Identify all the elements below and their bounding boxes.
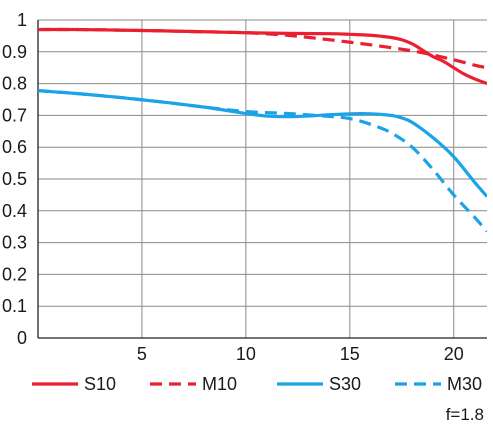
legend: S10 M10 S30 M30 bbox=[32, 374, 482, 394]
series-lines bbox=[38, 27, 487, 233]
x-tick-label: 10 bbox=[236, 344, 256, 364]
series-line-m10 bbox=[38, 27, 487, 70]
y-tick-label: 0 bbox=[17, 328, 27, 348]
grid-lines bbox=[38, 19, 487, 338]
y-tick-label: 0.5 bbox=[2, 169, 27, 189]
series-line-s10 bbox=[38, 27, 487, 86]
y-tick-label: 0.6 bbox=[2, 137, 27, 157]
series-line-m30 bbox=[38, 89, 487, 233]
y-tick-label: 0.7 bbox=[2, 105, 27, 125]
y-tick-label: 0.8 bbox=[2, 74, 27, 94]
x-tick-label: 20 bbox=[444, 344, 464, 364]
x-tick-label: 15 bbox=[340, 344, 360, 364]
aperture-annotation: f=1.8 bbox=[446, 405, 484, 424]
series-line-s30 bbox=[38, 89, 487, 198]
y-tick-label: 0.3 bbox=[2, 233, 27, 253]
x-tick-labels: 5 10 15 20 bbox=[137, 344, 464, 364]
chart-axes bbox=[37, 20, 487, 339]
legend-label-s30: S30 bbox=[329, 374, 361, 394]
legend-label-m30: M30 bbox=[447, 374, 482, 394]
legend-label-s10: S10 bbox=[84, 374, 116, 394]
y-tick-label: 0.4 bbox=[2, 201, 27, 221]
y-tick-label: 0.1 bbox=[2, 296, 27, 316]
y-tick-label: 0.9 bbox=[2, 42, 27, 62]
y-tick-labels: 0 0.1 0.2 0.3 0.4 0.5 0.6 0.7 0.8 0.9 1 bbox=[2, 10, 27, 348]
y-tick-label: 0.2 bbox=[2, 264, 27, 284]
y-tick-label: 1 bbox=[17, 10, 27, 30]
legend-label-m10: M10 bbox=[202, 374, 237, 394]
x-tick-label: 5 bbox=[137, 344, 147, 364]
